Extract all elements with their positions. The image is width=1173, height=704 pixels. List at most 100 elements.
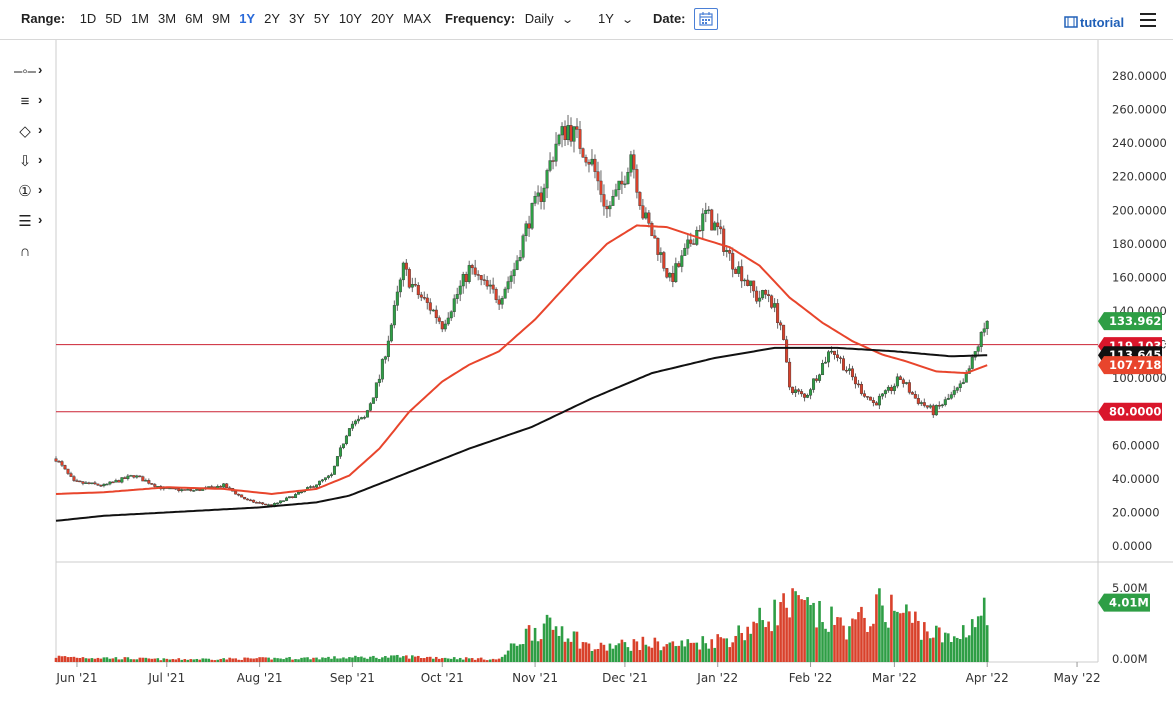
volume-bar [587, 643, 591, 662]
volume-bar [776, 625, 779, 662]
candle-body [335, 456, 339, 467]
hamburger-menu-icon[interactable] [1140, 13, 1156, 27]
candle-body [102, 483, 106, 487]
candle-body [979, 332, 983, 347]
volume-bar [940, 642, 944, 662]
volume-bar [677, 645, 681, 662]
candle-body [344, 435, 348, 445]
volume-bar [893, 610, 896, 662]
volume-bar [425, 656, 429, 662]
volume-bar [938, 627, 941, 662]
volume-bar [180, 659, 184, 662]
candle-body [443, 323, 447, 330]
period-selector[interactable]: 1Y ⌄ [598, 11, 635, 26]
range-5d[interactable]: 5D [105, 11, 122, 26]
tutorial-link[interactable]: tutorial [1064, 15, 1124, 30]
volume-bar [884, 622, 887, 662]
volume-bar [964, 637, 968, 662]
candle-body [901, 379, 905, 384]
range-10y[interactable]: 10Y [338, 11, 362, 26]
candle-body [225, 483, 229, 489]
volume-bar [491, 658, 495, 662]
volume-bar [785, 607, 788, 662]
candle-body [973, 351, 977, 358]
candle-body [608, 205, 612, 210]
annotation-tool-button[interactable]: ① › [10, 180, 54, 204]
price-tick-label: 280.0000 [1112, 69, 1167, 83]
candle-body [563, 126, 567, 141]
volume-bar [198, 659, 202, 662]
range-1y[interactable]: 1Y [239, 11, 256, 26]
x-tick-label: Dec '21 [602, 671, 648, 685]
volume-bar [935, 625, 938, 662]
volume-tick-label: 0.00M [1112, 652, 1148, 666]
volume-bar [192, 659, 196, 662]
fibonacci-tool-icon: ≡ [20, 93, 30, 110]
volume-bar [174, 659, 178, 662]
candle-body [572, 126, 576, 142]
indicator-tool-button[interactable]: ☰ › [10, 210, 54, 234]
candle-body [626, 171, 630, 185]
range-3m[interactable]: 3M [158, 11, 177, 26]
candle-body [150, 483, 154, 485]
volume-bar [722, 638, 726, 662]
volume-bar [431, 658, 435, 662]
volume-bar [869, 626, 872, 662]
range-5y[interactable]: 5Y [313, 11, 330, 26]
volume-bar [698, 649, 702, 662]
candle-body [689, 239, 693, 244]
candle-body [530, 203, 534, 229]
range-6m[interactable]: 6M [185, 11, 204, 26]
volume-bar [419, 658, 423, 662]
volume-bar [207, 658, 211, 662]
candle-body [320, 479, 324, 482]
candle-body [850, 368, 854, 378]
price-chart[interactable]: 280.0000 260.0000 240.0000 220.0000 200.0000… [0, 40, 1173, 704]
magnet-tool-button[interactable]: ∩ [10, 240, 54, 264]
volume-bar [791, 588, 794, 662]
candle-body [365, 410, 369, 418]
range-2y[interactable]: 2Y [264, 11, 280, 26]
calendar-button[interactable] [694, 8, 718, 30]
candle-body [767, 294, 771, 297]
range-20y[interactable]: 20Y [370, 11, 395, 26]
candle-body [770, 295, 774, 308]
frequency-value[interactable]: Daily [524, 11, 554, 26]
badge-value: 80.0000 [1109, 405, 1161, 419]
candle-body [686, 239, 690, 249]
range-max[interactable]: MAX [403, 11, 432, 26]
range-1m[interactable]: 1M [130, 11, 149, 26]
volume-bar [405, 655, 408, 662]
frequency-label: Frequency: [445, 11, 516, 26]
volume-bar [414, 656, 417, 662]
volume-bar [399, 657, 402, 662]
volume-bar [108, 658, 112, 662]
candle-body [985, 320, 989, 329]
volume-bar [500, 656, 504, 662]
range-1d[interactable]: 1D [79, 11, 97, 26]
volume-bar [336, 658, 339, 662]
chevron-down-icon[interactable]: ⌄ [561, 14, 575, 26]
shape-tool-button[interactable]: ◇ › [10, 120, 54, 144]
candle-body [584, 156, 588, 163]
volume-bar [806, 597, 809, 662]
range-3y[interactable]: 3Y [289, 11, 305, 26]
candle-body [677, 263, 681, 267]
chevron-down-icon[interactable]: ⌄ [621, 14, 635, 26]
fibonacci-tool-button[interactable]: ≡ › [10, 90, 54, 114]
frequency-selector[interactable]: Frequency: Daily ⌄ [445, 11, 575, 26]
volume-bar [761, 620, 764, 662]
arrow-tool-button[interactable]: ⇩ › [10, 150, 54, 174]
range-9m[interactable]: 9M [212, 11, 231, 26]
candle-body [590, 158, 594, 165]
volume-bar [596, 648, 600, 662]
volume-bar [863, 617, 866, 662]
volume-bar [557, 635, 561, 662]
volume-bar [725, 638, 729, 662]
tutorial-label[interactable]: tutorial [1080, 15, 1125, 30]
candle-body [123, 477, 127, 479]
period-value[interactable]: 1Y [598, 11, 614, 26]
line-tool-button[interactable]: –◦– › [10, 60, 54, 84]
volume-bar [458, 657, 462, 662]
candle-body [69, 473, 73, 477]
